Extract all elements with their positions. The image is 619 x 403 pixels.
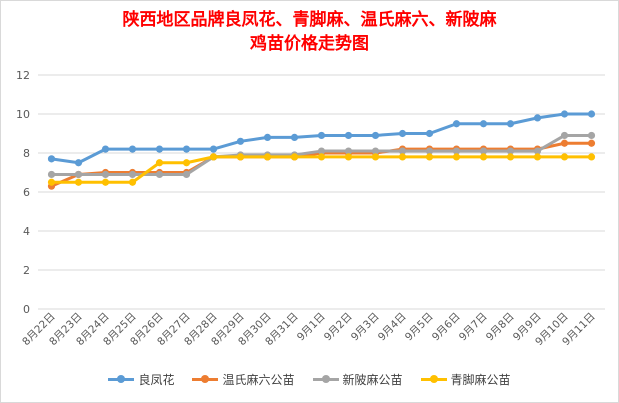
data-point (506, 153, 515, 161)
data-point (344, 153, 353, 161)
data-point (479, 120, 488, 128)
data-point (587, 153, 596, 161)
data-point (533, 114, 542, 122)
data-point (209, 145, 218, 153)
x-tick-label: 9月1日 (295, 311, 328, 344)
y-tick-label: 2 (23, 264, 30, 277)
data-point (506, 147, 515, 155)
data-point (209, 153, 218, 161)
y-tick-label: 10 (16, 108, 30, 121)
data-point (506, 120, 515, 128)
data-point (290, 133, 299, 141)
legend-label: 温氏麻六公苗 (222, 372, 295, 387)
data-point (155, 159, 164, 167)
data-point (587, 110, 596, 118)
y-tick-label: 12 (16, 69, 30, 82)
data-point (479, 147, 488, 155)
legend-label: 良凤花 (138, 372, 175, 387)
data-point (182, 145, 191, 153)
y-tick-label: 0 (23, 303, 30, 316)
x-tick-label: 9月7日 (457, 311, 490, 344)
data-point (398, 129, 407, 138)
data-point (182, 170, 191, 179)
data-point (479, 153, 488, 161)
data-point (560, 110, 569, 118)
data-point (425, 147, 434, 155)
data-point (47, 170, 56, 179)
data-point (425, 129, 434, 138)
x-tick-label: 9月2日 (322, 311, 355, 344)
data-point (182, 159, 191, 167)
data-point (47, 155, 56, 163)
data-point (128, 170, 137, 179)
data-point (290, 153, 299, 161)
data-point (317, 131, 326, 140)
data-point (155, 170, 164, 179)
legend-swatch (192, 374, 219, 384)
x-tick-label: 9月4日 (376, 311, 409, 344)
legend-swatch (108, 374, 135, 384)
legend-label: 青脚麻公苗 (450, 372, 511, 387)
y-tick-label: 6 (23, 186, 30, 199)
data-point (371, 131, 380, 140)
data-point (533, 153, 542, 161)
chart-title: 陕西地区品牌良凤花、青脚麻、温氏麻六、新陂麻 (122, 10, 497, 30)
data-point (317, 153, 326, 161)
legend-swatch (420, 374, 447, 384)
data-point (344, 147, 353, 155)
legend-swatch (312, 374, 339, 384)
x-tick-label: 9月3日 (349, 311, 382, 344)
data-point (236, 153, 245, 161)
data-point (560, 131, 569, 140)
data-point (398, 153, 407, 161)
data-point (425, 153, 434, 161)
data-point (398, 147, 407, 155)
y-tick-label: 8 (23, 147, 30, 160)
data-point (74, 159, 83, 167)
data-point (47, 178, 56, 186)
data-point (344, 131, 353, 140)
data-point (587, 139, 596, 147)
data-point (587, 131, 596, 140)
data-point (101, 170, 110, 179)
data-point (128, 145, 137, 153)
data-point (371, 147, 380, 155)
legend-item: 新陂麻公苗 (312, 370, 403, 388)
data-point (74, 170, 83, 179)
data-point (533, 147, 542, 155)
legend-item: 青脚麻公苗 (420, 370, 511, 388)
data-point (155, 145, 164, 153)
x-tick-label: 9月8日 (484, 311, 517, 344)
chart-legend: 良凤花 温氏麻六公苗 新陂麻公苗 青脚麻公苗 (0, 370, 619, 388)
legend-item: 温氏麻六公苗 (192, 370, 295, 388)
x-tick-label: 9月6日 (430, 311, 463, 344)
data-point (560, 139, 569, 147)
data-point (317, 147, 326, 155)
data-point (371, 153, 380, 161)
data-point (452, 147, 461, 155)
data-point (452, 120, 461, 128)
legend-label: 新陂麻公苗 (342, 372, 403, 387)
data-point (74, 178, 83, 186)
data-point (452, 153, 461, 161)
data-point (263, 133, 272, 141)
data-point (101, 145, 110, 153)
data-point (128, 178, 137, 186)
x-tick-label: 9月5日 (403, 311, 436, 344)
legend-item: 良凤花 (108, 370, 174, 388)
data-point (560, 153, 569, 161)
data-point (236, 137, 245, 145)
data-point (101, 178, 110, 186)
y-tick-label: 4 (23, 225, 30, 238)
chart-subtitle: 鸡苗价格走势图 (250, 34, 369, 54)
data-point (263, 153, 272, 161)
